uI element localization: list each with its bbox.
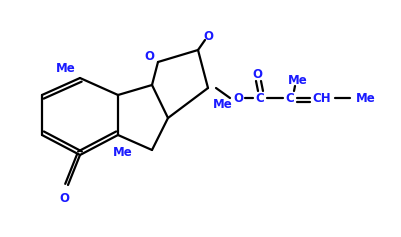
Text: Me: Me [288, 73, 308, 87]
Text: O: O [252, 68, 262, 81]
Text: C: C [286, 91, 294, 105]
Text: O: O [144, 50, 154, 63]
Text: O: O [59, 191, 69, 205]
Text: C: C [255, 91, 264, 105]
Text: Me: Me [113, 146, 133, 160]
Text: CH: CH [313, 91, 331, 105]
Text: O: O [203, 29, 213, 42]
Text: Me: Me [213, 97, 233, 110]
Text: O: O [233, 91, 243, 105]
Text: Me: Me [56, 61, 76, 74]
Text: Me: Me [356, 91, 376, 105]
